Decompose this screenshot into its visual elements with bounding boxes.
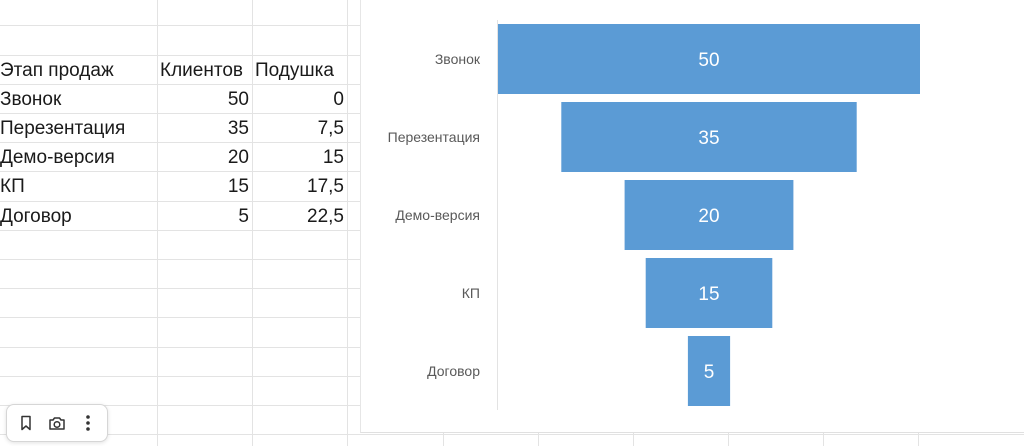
cell-cushion-1[interactable]: 0 bbox=[333, 89, 344, 110]
data-label: 35 bbox=[698, 128, 719, 149]
funnel-bar[interactable] bbox=[624, 180, 794, 250]
header-clients[interactable]: Клиентов bbox=[160, 60, 243, 81]
category-label: КП bbox=[462, 285, 480, 301]
header-stage[interactable]: Этап продаж bbox=[0, 60, 114, 81]
cell-cushion-2[interactable]: 7,5 bbox=[317, 118, 344, 139]
cell-clients-5[interactable]: 5 bbox=[238, 206, 249, 227]
cell-stage-4[interactable]: КП bbox=[0, 176, 25, 197]
funnel-bar[interactable] bbox=[498, 24, 920, 94]
category-label: Демо-версия bbox=[395, 207, 480, 223]
funnel-bar[interactable] bbox=[561, 102, 857, 172]
cell-stage-2[interactable]: Перезентация bbox=[0, 118, 126, 139]
category-label: Звонок bbox=[435, 51, 481, 67]
cell-cushion-3[interactable]: 15 bbox=[322, 147, 344, 168]
data-label: 5 bbox=[704, 362, 715, 383]
header-cushion[interactable]: Подушка bbox=[255, 60, 334, 81]
cell-clients-3[interactable]: 20 bbox=[227, 147, 249, 168]
funnel-bar[interactable] bbox=[645, 258, 773, 328]
cell-stage-5[interactable]: Договор bbox=[0, 206, 72, 227]
more-vertical-icon[interactable] bbox=[75, 410, 101, 436]
funnel-chart-svg: 50 Звонок 35 Перезентация 20 Демо-версия 15 КП 5… bbox=[388, 20, 920, 410]
funnel-chart[interactable]: 50 Звонок 35 Перезентация 20 Демо-версия 15 КП 5… bbox=[360, 0, 1024, 433]
floating-toolbar bbox=[6, 404, 108, 442]
funnel-bar[interactable] bbox=[687, 336, 731, 406]
data-label: 15 bbox=[698, 284, 719, 305]
camera-icon[interactable] bbox=[44, 410, 70, 436]
cell-clients-2[interactable]: 35 bbox=[227, 118, 249, 139]
cell-stage-3[interactable]: Демо-версия bbox=[0, 147, 115, 168]
cell-stage-1[interactable]: Звонок bbox=[0, 89, 62, 110]
bookmark-icon[interactable] bbox=[13, 410, 39, 436]
cell-clients-4[interactable]: 15 bbox=[227, 176, 249, 197]
category-label: Договор bbox=[427, 363, 480, 379]
category-label: Перезентация bbox=[388, 129, 480, 145]
data-label: 50 bbox=[698, 50, 719, 71]
cell-cushion-4[interactable]: 17,5 bbox=[307, 176, 344, 197]
cell-cushion-5[interactable]: 22,5 bbox=[307, 206, 344, 227]
data-label: 20 bbox=[698, 206, 719, 227]
cell-clients-1[interactable]: 50 bbox=[227, 89, 249, 110]
